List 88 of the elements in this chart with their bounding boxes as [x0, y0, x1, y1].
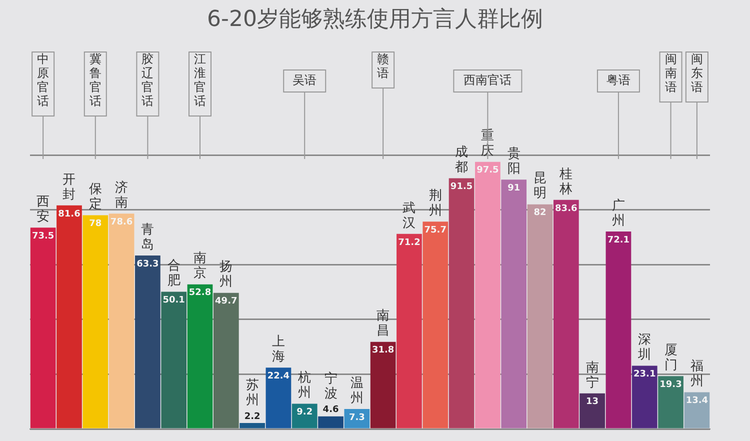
x-tick-label: 深圳: [637, 332, 652, 363]
x-tick-label: 上海: [272, 334, 285, 364]
bar: [240, 422, 265, 428]
x-tick-label: 成都: [455, 145, 468, 176]
bar: [56, 205, 82, 428]
x-tick-label: 贵阳: [507, 146, 520, 177]
data-label: 13.4: [686, 396, 708, 406]
bar: [344, 409, 370, 428]
data-label: 91.5: [450, 182, 473, 192]
annotation: 胶辽官话: [142, 52, 154, 108]
x-tick-label: 武汉: [402, 200, 416, 231]
data-label: 73.5: [32, 231, 54, 242]
bar: [108, 214, 134, 428]
x-tick-label: 苏州: [246, 378, 259, 408]
annotation: 江淮官话: [194, 52, 206, 108]
bar: [606, 231, 632, 428]
data-label: 22.4: [267, 371, 290, 382]
annotation: 冀鲁官话: [89, 52, 102, 108]
bar: [475, 162, 500, 428]
data-label: 23.1: [634, 370, 656, 380]
data-label: 31.8: [372, 346, 394, 356]
annotation: 西南官话: [464, 73, 512, 88]
data-label: 52.8: [188, 288, 212, 298]
bar: [527, 204, 553, 428]
bar: [658, 376, 684, 428]
x-tick-label: 开封: [62, 172, 76, 202]
x-tick-label: 温州: [350, 376, 364, 406]
bar: [553, 200, 579, 428]
bar: [187, 284, 213, 428]
bar: [266, 368, 292, 428]
bar: [632, 366, 658, 428]
annotation: 赣语: [377, 52, 390, 80]
chart-title: 6-20岁能够熟练使用方言人群比例: [206, 6, 544, 34]
annotation: 闽东语: [690, 52, 703, 94]
bar: [370, 342, 396, 428]
bar: [396, 234, 422, 428]
x-tick-label: 济南: [115, 180, 128, 211]
bar: [292, 404, 318, 428]
data-label: 83.6: [555, 204, 578, 214]
x-tick-label: 南京: [194, 251, 206, 282]
data-label: 50.1: [162, 296, 185, 306]
bar: [318, 416, 344, 428]
x-tick-label: 扬州: [220, 260, 233, 290]
annotation: 吴语: [292, 73, 317, 88]
x-tick-label: 福州: [690, 359, 704, 390]
data-label: 91: [508, 184, 520, 194]
data-label: 78: [89, 219, 102, 230]
bar: [30, 228, 56, 428]
x-tick-label: 厦门: [664, 342, 678, 373]
annotation: 闽南语: [664, 52, 677, 94]
x-tick-label: 合肥: [167, 258, 180, 289]
bar: [213, 292, 239, 428]
x-tick-label: 西安: [36, 194, 50, 224]
bar: [580, 393, 605, 428]
bar: [82, 215, 108, 428]
data-label: 49.7: [215, 296, 238, 307]
bar: [501, 180, 527, 428]
x-tick-label: 南昌: [376, 308, 390, 339]
data-label: 97.5: [476, 166, 499, 176]
data-label: 7.3: [348, 412, 365, 423]
data-label: 72.1: [607, 235, 630, 246]
annotation: 粤语: [606, 73, 630, 88]
data-label: 13: [586, 397, 599, 408]
data-label: 82: [534, 208, 546, 218]
data-label: 9.2: [296, 408, 313, 418]
data-label: 78.6: [110, 217, 133, 228]
data-label: 2.2: [244, 412, 260, 422]
x-tick-label: 桂林: [558, 166, 573, 197]
x-tick-label: 南宁: [586, 360, 599, 390]
bar: [422, 222, 448, 428]
data-label: 19.3: [660, 380, 682, 390]
bar: [135, 256, 160, 428]
bar: [684, 392, 710, 428]
bar: [448, 178, 474, 428]
x-tick-label: 宁波: [324, 370, 338, 402]
x-tick-label: 广州: [612, 198, 625, 228]
x-tick-label: 保定: [88, 182, 102, 212]
data-label: 81.6: [58, 209, 80, 220]
annotation: 中原官话: [37, 52, 50, 108]
bar: [161, 292, 187, 428]
data-label: 4.6: [322, 405, 339, 416]
data-label: 71.2: [398, 238, 420, 248]
data-label: 75.7: [424, 225, 446, 236]
x-tick-label: 昆明: [534, 171, 546, 202]
x-tick-label: 杭州: [297, 370, 312, 401]
x-tick-label: 青岛: [141, 222, 154, 252]
data-label: 63.3: [136, 259, 159, 270]
x-tick-label: 荆州: [428, 188, 442, 218]
